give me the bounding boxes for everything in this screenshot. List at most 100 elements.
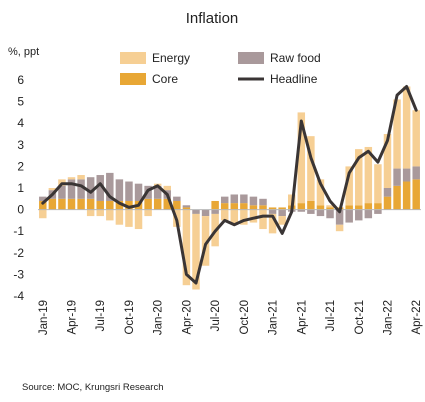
bar-raw-food bbox=[182, 205, 191, 208]
chart-title: Inflation bbox=[186, 10, 239, 27]
legend-label-raw-food: Raw food bbox=[270, 51, 321, 65]
bar-core bbox=[144, 198, 152, 210]
bar-energy bbox=[192, 213, 200, 290]
bar-raw-food bbox=[134, 183, 143, 201]
y-tick-label: -4 bbox=[13, 289, 24, 303]
bar-energy bbox=[144, 209, 152, 217]
y-tick-label: 2 bbox=[17, 159, 24, 173]
x-tick-label: Oct-20 bbox=[239, 300, 251, 335]
bar-raw-food bbox=[77, 179, 85, 199]
bar-energy bbox=[77, 175, 85, 180]
bar-energy bbox=[278, 216, 286, 225]
bar-energy bbox=[345, 166, 353, 206]
bar-energy bbox=[163, 185, 171, 191]
bar-core bbox=[412, 179, 420, 210]
bar-energy bbox=[240, 209, 248, 225]
bar-raw-food bbox=[220, 196, 229, 204]
bar-raw-food bbox=[96, 175, 104, 201]
bar-core bbox=[268, 207, 277, 210]
bar-energy bbox=[259, 209, 267, 230]
y-tick-label: 3 bbox=[17, 138, 24, 152]
bar-core bbox=[77, 198, 85, 210]
bar-energy bbox=[115, 209, 124, 225]
bar-energy bbox=[125, 209, 133, 227]
y-tick-label: -1 bbox=[13, 224, 24, 238]
bar-raw-food bbox=[335, 209, 344, 225]
bar-raw-food bbox=[268, 209, 277, 214]
bar-raw-food bbox=[412, 166, 420, 180]
bar-core bbox=[278, 207, 286, 210]
legend-label-headline: Headline bbox=[270, 72, 318, 86]
bar-raw-food bbox=[402, 168, 411, 182]
bar-energy bbox=[393, 99, 401, 169]
bar-core bbox=[182, 207, 191, 210]
bar-core bbox=[316, 205, 325, 210]
bar-energy bbox=[249, 209, 258, 223]
bar-core bbox=[249, 205, 258, 210]
bar-energy bbox=[96, 209, 104, 217]
y-tick-label: 0 bbox=[17, 203, 24, 217]
legend-label-energy: Energy bbox=[152, 51, 190, 65]
legend-swatch-raw-food bbox=[238, 52, 264, 64]
bar-core bbox=[163, 198, 171, 210]
bar-energy bbox=[39, 209, 47, 219]
bar-core bbox=[125, 200, 133, 210]
bar-raw-food bbox=[278, 209, 286, 217]
bar-energy bbox=[182, 209, 191, 286]
bar-core bbox=[345, 205, 353, 210]
bar-core bbox=[67, 198, 76, 210]
bar-core bbox=[355, 205, 363, 210]
bar-raw-food bbox=[173, 196, 181, 201]
bar-raw-food bbox=[86, 177, 95, 199]
x-tick-label: Jan-21 bbox=[268, 300, 280, 335]
bar-energy bbox=[355, 149, 363, 206]
bar-core bbox=[383, 196, 392, 210]
bar-raw-food bbox=[201, 209, 210, 217]
y-tick-label: -3 bbox=[13, 267, 24, 281]
y-tick-label: 5 bbox=[17, 95, 24, 109]
bar-core bbox=[173, 200, 181, 210]
bar-energy bbox=[307, 136, 315, 201]
bar-core bbox=[58, 198, 66, 210]
y-tick-label: 4 bbox=[17, 116, 24, 130]
bar-raw-food bbox=[383, 188, 392, 197]
bar-raw-food bbox=[125, 181, 133, 201]
bar-core bbox=[115, 200, 124, 210]
bar-energy bbox=[230, 209, 239, 225]
bar-core bbox=[297, 203, 306, 210]
bar-raw-food bbox=[106, 172, 114, 201]
bar-raw-food bbox=[364, 209, 373, 219]
bar-energy bbox=[335, 224, 344, 232]
x-tick-label: Apr-21 bbox=[296, 300, 308, 335]
bar-core bbox=[86, 198, 95, 210]
bar-core bbox=[153, 198, 162, 210]
bar-raw-food bbox=[153, 185, 162, 199]
y-tick-label: 1 bbox=[17, 181, 24, 195]
x-tick-label: Jul-20 bbox=[210, 300, 222, 331]
x-tick-label: Oct-21 bbox=[354, 300, 366, 335]
bar-raw-food bbox=[326, 209, 334, 219]
bar-core bbox=[259, 205, 267, 210]
bar-energy bbox=[364, 146, 373, 204]
bar-core bbox=[364, 203, 373, 210]
bar-energy bbox=[67, 177, 76, 180]
bar-raw-food bbox=[39, 196, 47, 201]
bar-energy bbox=[106, 209, 114, 221]
bar-energy bbox=[201, 216, 210, 266]
bar-raw-food bbox=[58, 185, 66, 199]
bar-raw-food bbox=[115, 179, 124, 201]
bar-core bbox=[326, 207, 334, 210]
bar-raw-food bbox=[297, 209, 306, 212]
bar-core bbox=[240, 203, 248, 210]
bar-raw-food bbox=[240, 194, 248, 204]
bar-energy bbox=[383, 134, 392, 188]
bar-raw-food bbox=[230, 194, 239, 204]
bar-energy bbox=[268, 213, 277, 234]
bar-energy bbox=[326, 205, 334, 208]
bar-raw-food bbox=[249, 196, 258, 206]
bar-raw-food bbox=[345, 209, 353, 223]
x-tick-label: Oct-19 bbox=[124, 300, 136, 335]
x-tick-label: Apr-19 bbox=[67, 300, 79, 335]
bar-energy bbox=[402, 86, 411, 169]
